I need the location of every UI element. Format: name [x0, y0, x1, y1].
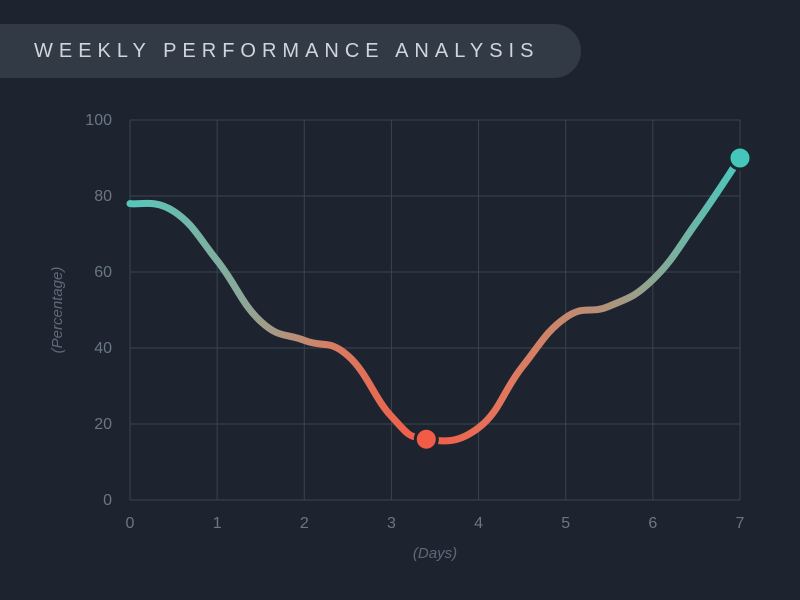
x-tick-label: 6	[648, 515, 657, 532]
y-tick-label: 40	[94, 340, 112, 357]
x-tick-label: 2	[300, 515, 309, 532]
x-tick-label: 5	[561, 515, 570, 532]
low-point-marker	[415, 428, 437, 450]
y-tick-label: 20	[94, 416, 112, 433]
chart-stage: WEEKLY PERFORMANCE ANALYSIS 0 1 2 3 4 5 6 7 0 20 4…	[0, 0, 800, 600]
performance-line	[130, 158, 740, 441]
end-point-marker	[729, 147, 751, 169]
x-tick-label: 4	[474, 515, 483, 532]
y-axis-label: (Percentage)	[49, 267, 66, 354]
tick-labels: 0 1 2 3 4 5 6 7 0 20 40 60 80 100	[85, 112, 744, 532]
y-tick-label: 100	[85, 112, 112, 129]
page-title-pill: WEEKLY PERFORMANCE ANALYSIS	[0, 24, 581, 78]
x-tick-label: 3	[387, 515, 396, 532]
y-tick-label: 60	[94, 264, 112, 281]
performance-line-chart: 0 1 2 3 4 5 6 7 0 20 40 60 80 100 (Days) (Percentage)	[0, 0, 800, 600]
page-title: WEEKLY PERFORMANCE ANALYSIS	[34, 40, 539, 63]
x-tick-label: 0	[126, 515, 135, 532]
x-tick-label: 1	[213, 515, 222, 532]
y-tick-label: 80	[94, 188, 112, 205]
y-tick-label: 0	[103, 492, 112, 509]
x-axis-label: (Days)	[413, 545, 457, 562]
x-tick-label: 7	[736, 515, 745, 532]
